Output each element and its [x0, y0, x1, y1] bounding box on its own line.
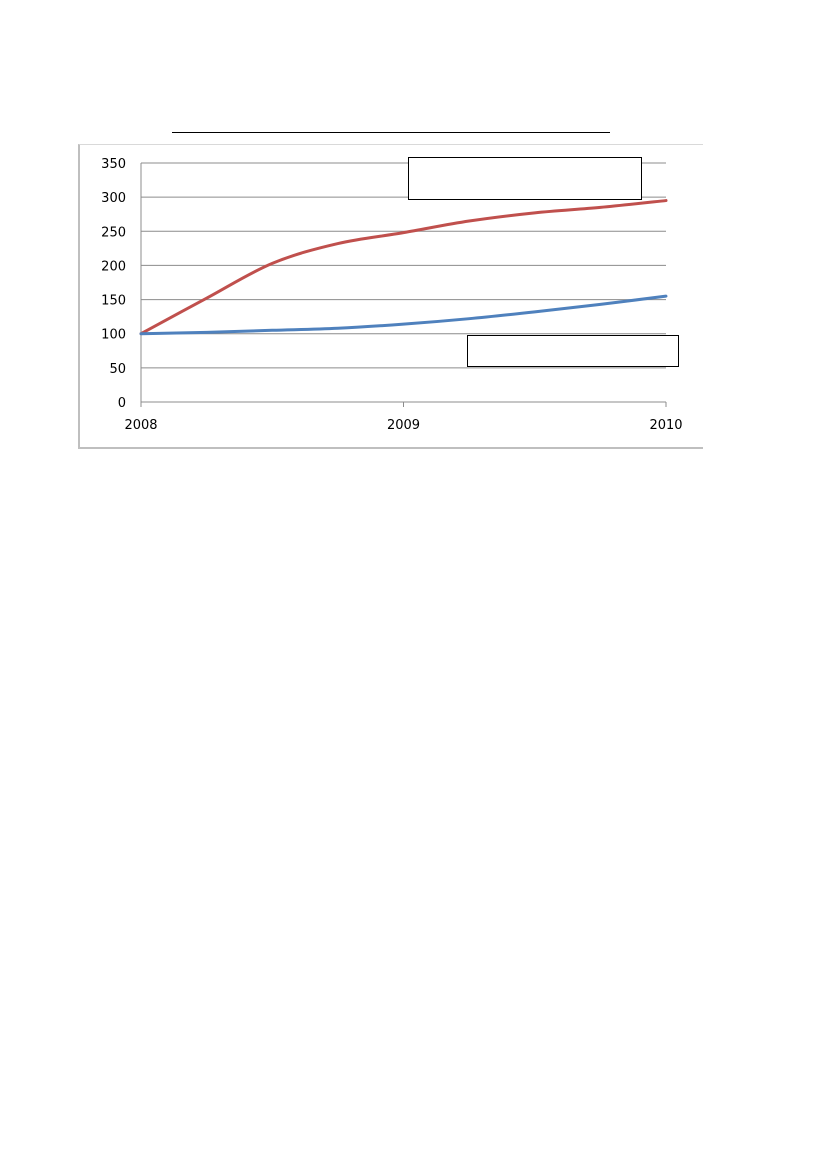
series-line-1 — [139, 294, 668, 336]
series-lines — [139, 199, 668, 336]
y-tick-label-150: 150 — [101, 294, 126, 309]
axes — [140, 163, 667, 407]
x-tick-labels: 2008 2009 2010 — [124, 418, 682, 433]
y-tick-label-350: 350 — [101, 157, 126, 172]
annotation-box-upper — [408, 157, 642, 200]
x-tick-label-2010: 2010 — [649, 418, 682, 433]
chart-area-frame — [78, 144, 703, 449]
x-tick-label-2008: 2008 — [124, 418, 157, 433]
y-tick-label-0: 0 — [118, 396, 126, 411]
series-line-0 — [139, 199, 668, 336]
y-tick-label-50: 50 — [109, 362, 126, 377]
y-tick-label-300: 300 — [101, 191, 126, 206]
y-tick-labels: 0 50 100 150 200 250 300 350 — [101, 157, 126, 411]
chart-title-underline — [172, 132, 610, 133]
y-tick-label-100: 100 — [101, 328, 126, 343]
x-tick-label-2009: 2009 — [387, 418, 420, 433]
y-tick-label-200: 200 — [101, 259, 126, 274]
y-tick-label-250: 250 — [101, 225, 126, 240]
gridlines — [141, 162, 666, 369]
annotation-box-lower — [467, 335, 679, 367]
